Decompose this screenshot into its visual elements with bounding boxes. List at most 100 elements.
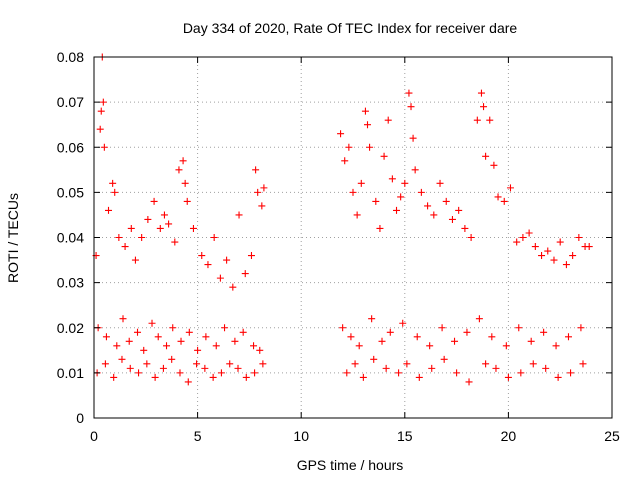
data-point	[569, 252, 577, 260]
data-point	[538, 252, 546, 260]
data-point	[134, 328, 142, 336]
data-point	[260, 184, 268, 192]
data-point	[515, 324, 523, 332]
x-tick-label: 20	[501, 428, 517, 444]
data-point	[163, 342, 171, 350]
data-point	[351, 360, 359, 368]
data-point	[209, 373, 217, 381]
data-point	[113, 342, 121, 350]
y-tick-label: 0.06	[57, 139, 84, 155]
data-point	[370, 355, 378, 363]
data-point	[461, 224, 469, 232]
data-point	[492, 364, 500, 372]
data-point	[156, 224, 164, 232]
data-point	[426, 342, 434, 350]
data-point	[506, 184, 514, 192]
data-points	[92, 53, 593, 386]
data-point	[165, 220, 173, 228]
data-point	[97, 107, 105, 115]
y-tick-label: 0.07	[57, 94, 84, 110]
data-point	[160, 211, 168, 219]
data-point	[126, 364, 134, 372]
data-point	[256, 346, 264, 354]
data-point	[339, 324, 347, 332]
data-point	[119, 315, 127, 323]
data-point	[154, 333, 162, 341]
data-point	[482, 360, 490, 368]
data-point	[368, 315, 376, 323]
data-point	[513, 238, 521, 246]
data-point	[202, 333, 210, 341]
data-point	[504, 373, 512, 381]
data-point	[500, 197, 508, 205]
data-point	[127, 224, 135, 232]
data-point	[415, 373, 423, 381]
data-point	[181, 179, 189, 187]
data-point	[121, 243, 129, 251]
data-point	[231, 337, 239, 345]
data-point	[430, 211, 438, 219]
data-point	[399, 319, 407, 327]
data-point	[397, 193, 405, 201]
data-point	[372, 197, 380, 205]
data-point	[567, 369, 575, 377]
data-point	[490, 161, 498, 169]
data-point	[380, 152, 388, 160]
data-point	[210, 234, 218, 241]
data-point	[109, 179, 117, 187]
data-point	[577, 324, 585, 332]
data-point	[436, 179, 444, 187]
data-point	[148, 319, 156, 327]
data-point	[176, 369, 184, 377]
chart-title: Day 334 of 2020, Rate Of TEC Index for r…	[183, 20, 518, 36]
x-tick-label: 5	[194, 428, 202, 444]
data-point	[361, 107, 369, 115]
data-point	[217, 369, 225, 377]
data-point	[216, 274, 224, 282]
data-point	[252, 166, 260, 174]
data-point	[517, 369, 525, 377]
data-point	[359, 373, 367, 381]
data-point	[101, 360, 109, 368]
y-tick-label: 0.05	[57, 184, 84, 200]
data-point	[465, 378, 473, 386]
y-tick-label: 0.08	[57, 49, 84, 65]
data-point	[175, 166, 183, 174]
data-point	[552, 342, 560, 350]
data-point	[525, 229, 533, 237]
data-point	[440, 355, 448, 363]
data-point	[343, 369, 351, 377]
data-point	[168, 355, 176, 363]
data-point	[226, 360, 234, 368]
data-point	[171, 238, 179, 246]
data-point	[135, 369, 143, 377]
data-point	[364, 121, 372, 129]
data-point	[247, 252, 255, 260]
data-point	[405, 89, 413, 97]
x-tick-label: 15	[397, 428, 413, 444]
data-point	[527, 337, 535, 345]
data-point	[143, 360, 151, 368]
data-point	[254, 188, 262, 196]
data-point	[251, 369, 259, 377]
data-point	[259, 360, 267, 368]
data-point	[189, 224, 197, 232]
data-point	[395, 369, 403, 377]
data-point	[151, 373, 159, 381]
data-point	[204, 261, 212, 269]
y-tick-label: 0	[76, 410, 84, 426]
data-point	[100, 143, 108, 151]
data-point	[477, 89, 485, 97]
x-tick-label: 10	[293, 428, 309, 444]
data-point	[177, 337, 185, 345]
data-point	[401, 179, 409, 187]
data-point	[488, 333, 496, 341]
axes: 0 5 10 15 20 25 0 0.01 0.02 0.03 0.04 0.05 0.06 0.07 0…	[57, 49, 620, 444]
data-point	[341, 157, 349, 165]
data-point	[403, 360, 411, 368]
data-point	[357, 179, 365, 187]
data-point	[115, 234, 123, 241]
data-point	[451, 337, 459, 345]
